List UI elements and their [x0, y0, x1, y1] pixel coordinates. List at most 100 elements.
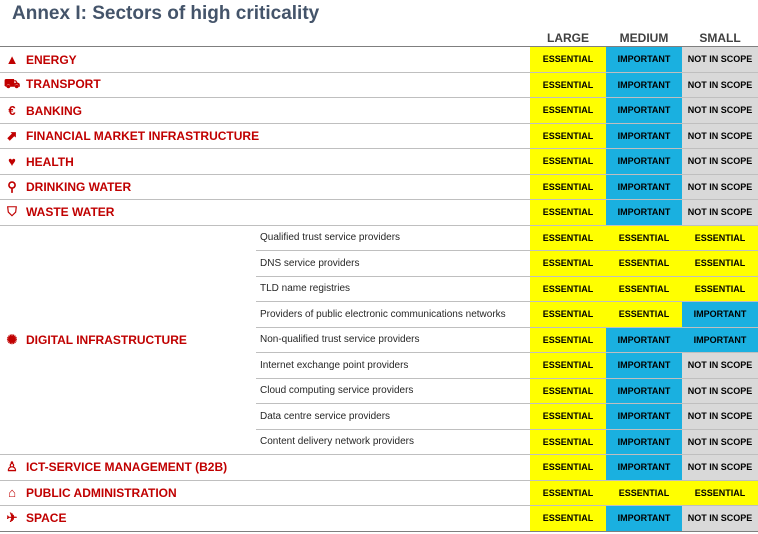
table-row: € BANKING ESSENTIAL IMPORTANT NOT IN SCOPE [0, 97, 758, 123]
level-large: ESSENTIAL [530, 173, 606, 200]
sector-label: SPACE [26, 511, 67, 526]
level-medium: IMPORTANT [606, 46, 682, 72]
table-row: TLD name registries ESSENTIAL ESSENTIAL ESS… [0, 275, 758, 302]
sector-label: BANKING [26, 103, 82, 118]
level-large: ESSENTIAL [530, 97, 606, 123]
sector-label: ENERGY [26, 52, 77, 67]
level-small: NOT IN SCOPE [682, 148, 758, 174]
level-small: IMPORTANT [682, 301, 758, 327]
chart-icon: ⬈ [6, 127, 18, 143]
level-medium: ESSENTIAL [606, 479, 682, 506]
user-lock-icon: ♙ [6, 459, 18, 475]
table-row: ♥ HEALTH ESSENTIAL IMPORTANT NOT IN SCOPE [0, 148, 758, 174]
level-medium: IMPORTANT [606, 352, 682, 378]
table-body: ▲ ENERGY ESSENTIAL IMPORTANT NOT IN SCOPE ⛟ TR… [0, 46, 758, 532]
sector-name-cell: ⚲ DRINKING WATER [0, 173, 530, 200]
level-large: ESSENTIAL [530, 122, 606, 149]
level-large: ESSENTIAL [530, 479, 606, 506]
subsector-label: DNS service providers [256, 250, 530, 276]
truck-icon: ⛟ [3, 75, 21, 91]
table-row: ♙ ICT-SERVICE MANAGEMENT (B2B) ESSENTIAL IM… [0, 454, 758, 480]
level-medium: IMPORTANT [606, 148, 682, 174]
level-large: ESSENTIAL [530, 352, 606, 378]
sector-name-cell: ⛉ WASTE WATER [0, 199, 530, 225]
sector-label: PUBLIC ADMINISTRATION [26, 486, 177, 501]
table-row: ✺ DIGITAL INFRASTRUCTURE Qualified trust s… [0, 224, 758, 455]
header-large: LARGE [547, 31, 589, 45]
level-medium: ESSENTIAL [606, 275, 682, 302]
sector-name-cell: ♙ ICT-SERVICE MANAGEMENT (B2B) [0, 454, 530, 480]
sector-name-cell: € BANKING [0, 97, 530, 123]
level-small: NOT IN SCOPE [682, 352, 758, 378]
sector-label: DRINKING WATER [26, 179, 132, 194]
sector-label: FINANCIAL MARKET INFRASTRUCTURE [26, 128, 260, 143]
level-small: NOT IN SCOPE [682, 122, 758, 149]
table-row: Internet exchange point providers ESSENTI… [0, 352, 758, 378]
level-large: ESSENTIAL [530, 224, 606, 251]
table-row: ✈ SPACE ESSENTIAL IMPORTANT NOT IN SCOPE [0, 505, 758, 532]
pipe-icon: ⛉ [7, 204, 17, 220]
table-row: DNS service providers ESSENTIAL ESSENTIAL E… [0, 250, 758, 276]
subsector-label: Qualified trust service providers [256, 224, 530, 251]
level-small: NOT IN SCOPE [682, 46, 758, 72]
table-row: ▲ ENERGY ESSENTIAL IMPORTANT NOT IN SCOPE [0, 46, 758, 72]
level-large: ESSENTIAL [530, 46, 606, 72]
level-small: ESSENTIAL [682, 275, 758, 302]
subsector-label: Content delivery network providers [256, 428, 530, 455]
header-row: LARGE MEDIUM SMALL [0, 30, 758, 47]
table-row: ⛟ TRANSPORT ESSENTIAL IMPORTANT NOT IN SCOPE [0, 71, 758, 98]
table-row: Content delivery network providers ESSENT… [0, 428, 758, 455]
level-medium: IMPORTANT [606, 71, 682, 98]
level-medium: IMPORTANT [606, 377, 682, 404]
level-small: NOT IN SCOPE [682, 428, 758, 455]
level-large: ESSENTIAL [530, 403, 606, 429]
table-row: ⌂ PUBLIC ADMINISTRATION ESSENTIAL ESSENTIAL… [0, 479, 758, 506]
subsector-label: Providers of public electronic communica… [256, 301, 530, 327]
table-row: Providers of public electronic communica… [0, 301, 758, 327]
sector-name-cell: ✈ SPACE [0, 505, 530, 532]
sector-name-cell: ⛟ TRANSPORT [0, 71, 530, 98]
sector-name-cell: ▲ ENERGY [0, 46, 530, 72]
level-small: ESSENTIAL [682, 479, 758, 506]
level-large: ESSENTIAL [530, 454, 606, 480]
euro-icon: € [8, 102, 16, 118]
level-medium: IMPORTANT [606, 122, 682, 149]
page-title: Annex I: Sectors of high criticality [12, 3, 320, 24]
level-large: ESSENTIAL [530, 377, 606, 404]
table-row: Data centre service providers ESSENTIAL IM… [0, 403, 758, 429]
level-medium: IMPORTANT [606, 326, 682, 353]
level-small: NOT IN SCOPE [682, 377, 758, 404]
level-large: ESSENTIAL [530, 199, 606, 225]
level-medium: ESSENTIAL [606, 301, 682, 327]
level-small: NOT IN SCOPE [682, 403, 758, 429]
network-icon: ✺ [6, 331, 18, 347]
level-medium: IMPORTANT [606, 428, 682, 455]
level-medium: IMPORTANT [606, 454, 682, 480]
sector-name-cell: ♥ HEALTH [0, 148, 530, 174]
level-small: NOT IN SCOPE [682, 454, 758, 480]
level-large: ESSENTIAL [530, 71, 606, 98]
criticality-table: LARGE MEDIUM SMALL ▲ ENERGY ESSENTIAL IMPOR… [0, 30, 758, 532]
subsector-label: TLD name registries [256, 275, 530, 302]
level-small: NOT IN SCOPE [682, 505, 758, 532]
table-row: ⬈ FINANCIAL MARKET INFRASTRUCTURE ESSENTIA… [0, 122, 758, 149]
level-medium: IMPORTANT [606, 199, 682, 225]
tap-icon: ⚲ [7, 178, 17, 194]
heart-icon: ♥ [8, 153, 16, 169]
level-medium: IMPORTANT [606, 403, 682, 429]
table-row: ⛉ WASTE WATER ESSENTIAL IMPORTANT NOT IN SCO… [0, 199, 758, 225]
level-large: ESSENTIAL [530, 148, 606, 174]
header-medium: MEDIUM [619, 31, 669, 45]
level-small: IMPORTANT [682, 326, 758, 353]
level-medium: IMPORTANT [606, 97, 682, 123]
level-small: NOT IN SCOPE [682, 97, 758, 123]
sector-label: ICT-SERVICE MANAGEMENT (B2B) [26, 460, 228, 475]
sector-name-cell: ✺ DIGITAL INFRASTRUCTURE [0, 224, 256, 455]
level-small: NOT IN SCOPE [682, 173, 758, 200]
sector-label: WASTE WATER [26, 205, 115, 220]
subsector-label: Non-qualified trust service providers [256, 326, 530, 353]
sector-label: DIGITAL INFRASTRUCTURE [26, 332, 187, 347]
level-medium: IMPORTANT [606, 173, 682, 200]
sector-name-cell: ⌂ PUBLIC ADMINISTRATION [0, 479, 530, 506]
table-row: Cloud computing service providers ESSENTI… [0, 377, 758, 404]
